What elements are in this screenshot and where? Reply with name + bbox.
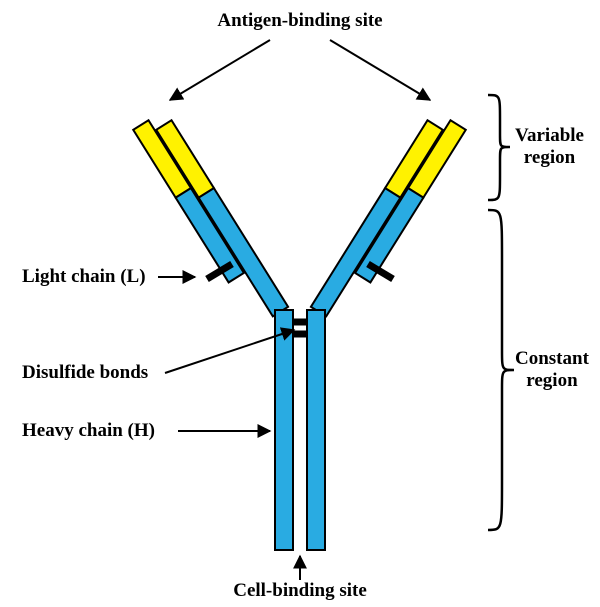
left-heavy-stem (275, 310, 293, 550)
label-disulfide: Disulfide bonds (22, 362, 148, 384)
label-heavy-chain: Heavy chain (H) (22, 420, 155, 442)
brace-constant (488, 210, 514, 530)
label-light-chain: Light chain (L) (22, 266, 146, 288)
brace-variable (488, 95, 510, 200)
label-variable-region: Variableregion (515, 125, 584, 169)
right-heavy-stem (307, 310, 325, 550)
label-antigen-binding: Antigen-binding site (0, 10, 600, 32)
diagram-svg (0, 0, 600, 607)
label-cell-binding: Cell-binding site (0, 580, 600, 602)
arrow-antigen-left (170, 40, 270, 100)
arrow-antigen-right (330, 40, 430, 100)
label-constant-region: Constantregion (515, 348, 589, 392)
antibody-diagram: Antigen-binding site Variableregion Cons… (0, 0, 600, 607)
